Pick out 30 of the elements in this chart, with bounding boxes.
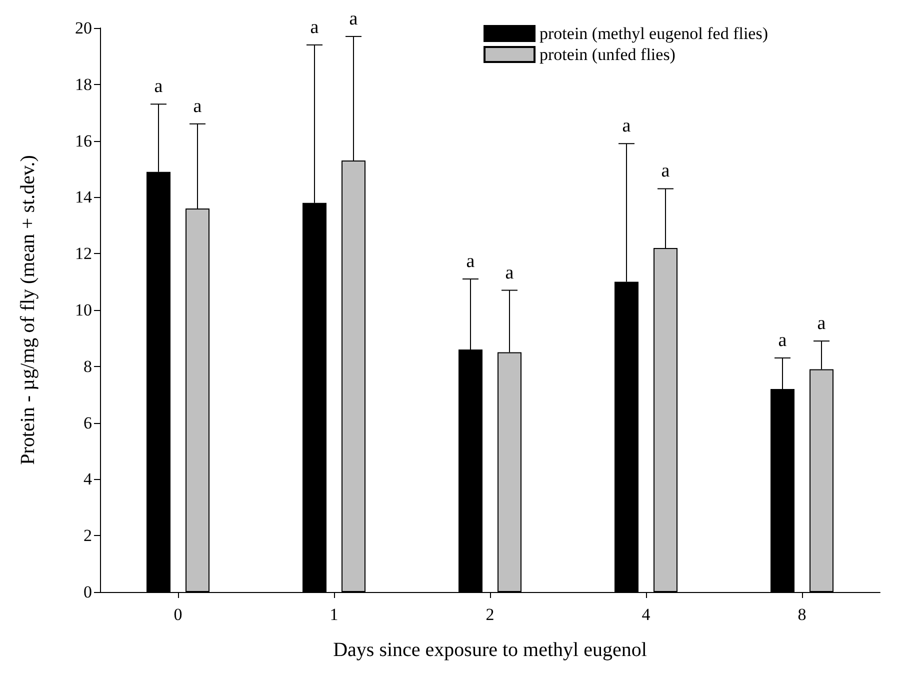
x-tick-label: 1: [330, 605, 338, 624]
y-tick-label: 12: [75, 244, 92, 264]
annotation: a: [778, 330, 788, 351]
annotation: a: [505, 262, 514, 284]
y-tick-label: 8: [84, 356, 92, 376]
legend-label: protein (methyl eugenol fed flies): [540, 24, 768, 43]
x-tick-label: 0: [174, 605, 182, 624]
y-tick-label: 20: [75, 18, 92, 38]
y-tick-label: 16: [75, 131, 92, 150]
y-tick-label: 10: [75, 300, 92, 320]
y-tick-label: 4: [84, 470, 92, 489]
annotation: a: [661, 160, 670, 182]
y-axis-title: Protein - µg/mg of fly (mean + st.dev.): [17, 155, 39, 465]
annotation: a: [349, 8, 358, 30]
y-tick-label: 18: [75, 74, 92, 94]
y-tick-label: 14: [75, 188, 92, 207]
annotation: a: [193, 96, 202, 117]
x-tick-label: 4: [642, 605, 651, 624]
x-tick-label: 8: [798, 605, 806, 624]
annotation: a: [817, 313, 826, 334]
legend-label: protein (unfed flies): [540, 45, 676, 64]
x-axis-title: Days since exposure to methyl eugenol: [333, 639, 648, 661]
annotation: a: [466, 250, 476, 272]
x-tick-label: 2: [486, 605, 494, 624]
annotation: a: [154, 76, 164, 98]
y-tick-label: 0: [84, 582, 92, 602]
annotation: a: [622, 116, 632, 137]
y-tick-label: 6: [84, 413, 92, 432]
annotation: a: [310, 16, 320, 38]
y-tick-label: 2: [84, 526, 92, 546]
